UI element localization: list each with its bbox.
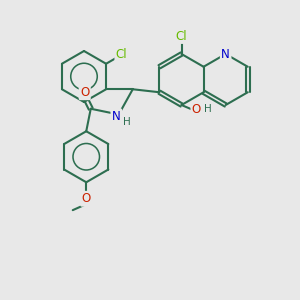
Text: N: N — [112, 110, 121, 123]
Text: N: N — [221, 47, 230, 61]
Text: H: H — [123, 117, 130, 127]
Text: O: O — [192, 103, 201, 116]
Text: Cl: Cl — [176, 29, 187, 43]
Text: Cl: Cl — [116, 48, 127, 61]
Text: O: O — [82, 192, 91, 205]
Text: H: H — [204, 104, 212, 115]
Text: O: O — [80, 86, 89, 99]
